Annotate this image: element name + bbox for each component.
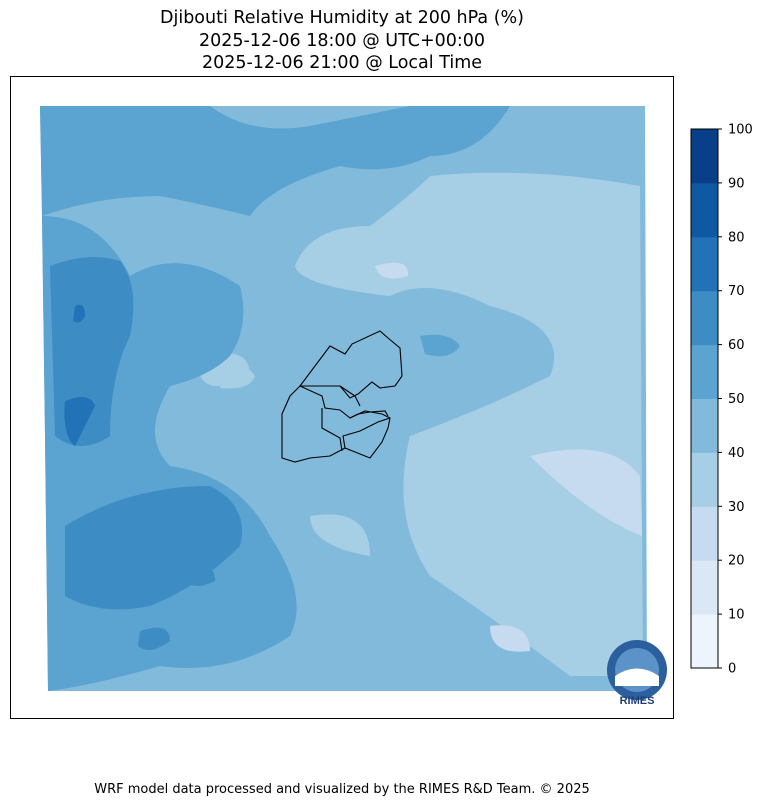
colorbar-bin [691,560,718,615]
colorbar-tick-label: 10 [728,608,745,623]
colorbar-tick-label: 50 [728,392,745,407]
humidity-contour-region [375,262,409,279]
local-time: 2025-12-06 21:00 @ Local Time [201,53,483,73]
humidity-contour-region [138,627,170,650]
colorbar-tick-label: 20 [728,554,745,569]
colorbar-bin [691,452,718,507]
colorbar-tick-label: 100 [728,123,753,138]
colorbar-tick-label: 0 [728,662,736,677]
humidity-contour-region [185,565,215,586]
colorbar-bin [691,506,718,561]
rimes-logo: RIMES [607,640,667,707]
humidity-contour-region [64,397,95,446]
colorbar-bin [691,398,718,453]
humidity-contour-region [530,449,642,536]
chart-title: Djibouti Relative Humidity at 200 hPa (%… [160,8,524,28]
humidity-contour-region [490,625,530,652]
humidity-contour-region [295,172,643,676]
colorbar-tick-label: 40 [728,446,745,461]
humidity-contour-region [420,334,460,357]
colorbar-bin [691,344,718,399]
humidity-contour-region [50,257,134,446]
utc-time: 2025-12-06 18:00 @ UTC+00:00 [198,31,486,51]
humidity-contour-region [220,364,255,389]
colorbar-bin [691,236,718,292]
colorbar-tick-label: 30 [728,500,745,515]
colorbar-bin [691,614,718,669]
colorbar-tick-label: 80 [728,230,745,245]
colorbar-tick-label: 70 [728,284,745,299]
colorbar-bin [691,182,718,238]
logo-text: RIMES [620,695,655,707]
colorbar: 0 10 20 30 40 50 60 70 80 90 100 [690,123,753,677]
humidity-map: RIMES [40,106,667,707]
humidity-contour-region [40,106,510,216]
humidity-contour-region [310,514,370,556]
map-frame [10,76,674,719]
footer-credit: WRF model data processed and visualized … [94,782,590,797]
colorbar-bin [691,129,718,184]
colorbar-bin [691,290,718,346]
colorbar-tick-label: 90 [728,176,745,191]
colorbar-tick-label: 60 [728,338,745,353]
djibouti-border [281,330,403,463]
humidity-contour-region [73,304,85,323]
